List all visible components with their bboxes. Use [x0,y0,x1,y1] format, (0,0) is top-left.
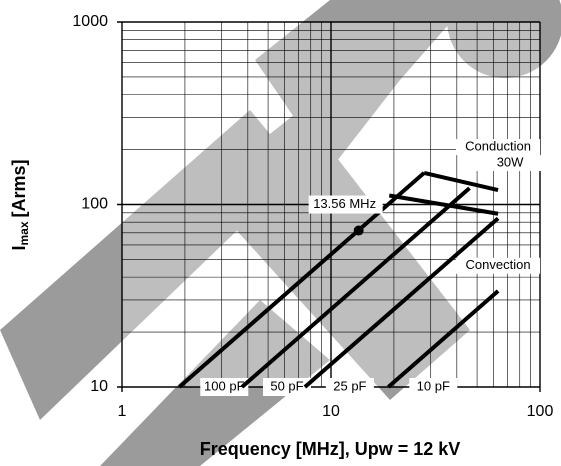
label-background [456,257,541,274]
x-axis-label: Frequency [MHz], Upw = 12 kV [200,439,461,459]
capacitance-line [177,171,426,389]
capacitance-line [303,216,500,389]
y-label-unit: [Arms] [9,159,29,217]
x-tick-label: 1 [118,403,127,420]
point-label: 13.56 MHz [313,196,376,211]
label-background [200,378,249,396]
y-tick-label: 1000 [72,13,108,30]
x-tick-label: 10 [322,403,340,420]
limit-line [423,170,499,192]
grid [117,21,541,392]
label-background [409,378,458,396]
series-label: 100 pF [204,378,245,393]
point-marker [353,225,364,236]
series-label: 25 pF [333,378,366,393]
watermark-shape [200,110,470,400]
label-background [456,139,541,156]
watermark-circle [447,0,561,78]
x-tick-label: 100 [527,403,554,420]
series-label: 10 pF [417,378,450,393]
capacitance-line [386,289,500,389]
series-label: 50 pF [270,378,303,393]
limit-label: Convection [466,257,531,272]
capacitance-line [240,186,471,389]
limit-line [388,193,499,216]
label-background [468,155,553,172]
y-axis-label: Imax [Arms] [9,159,31,250]
label-background [325,378,374,396]
y-tick-label: 10 [90,378,108,395]
label-background [308,195,383,214]
y-label-symbol: I [9,246,29,251]
y-label-subscript: max [17,221,31,245]
limit-label: 30W [497,154,524,169]
label-background [262,378,311,396]
y-tick-label: 100 [81,196,108,213]
limit-label: Conduction [465,138,531,153]
